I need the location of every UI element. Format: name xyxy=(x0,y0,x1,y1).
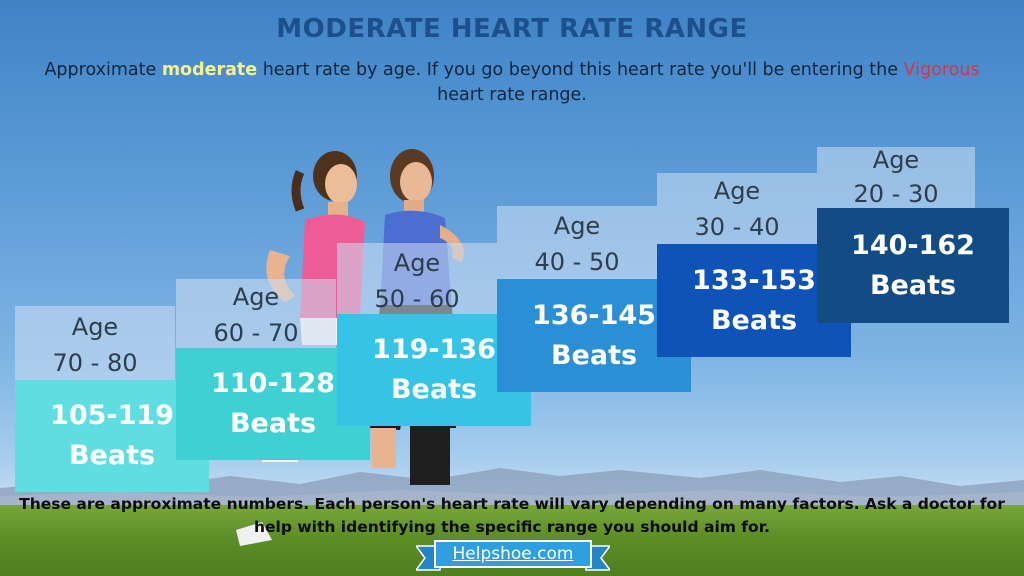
subtitle-text: Approximate xyxy=(44,60,162,80)
subtitle-text: heart rate by age. If you go beyond this… xyxy=(257,60,904,80)
age-range: 40 - 50 xyxy=(534,248,620,276)
age-box: Age 60 - 70 xyxy=(176,279,336,349)
age-label: Age xyxy=(232,283,280,311)
age-label: Age xyxy=(553,212,601,240)
beats-range: 133-153 xyxy=(692,264,816,296)
age-box: Age 30 - 40 xyxy=(657,173,817,245)
subtitle-text: heart rate range. xyxy=(437,85,587,105)
beats-unit: Beats xyxy=(710,304,798,336)
beats-unit: Beats xyxy=(390,374,478,405)
page-title: MODERATE HEART RATE RANGE xyxy=(276,14,748,44)
age-range: 20 - 30 xyxy=(853,180,939,208)
age-range: 30 - 40 xyxy=(694,213,780,241)
beats-range: 105-119 xyxy=(50,400,174,431)
beats-unit: Beats xyxy=(550,339,638,371)
vigorous-highlight: Vigorous xyxy=(903,60,980,80)
site-link[interactable]: Helpshoe.com xyxy=(452,544,574,564)
beats-range: 140-162 xyxy=(851,229,975,261)
age-label: Age xyxy=(71,313,119,341)
beats-range: 110-128 xyxy=(211,368,335,399)
beats-unit: Beats xyxy=(68,440,156,471)
site-link-badge[interactable]: Helpshoe.com xyxy=(434,540,592,568)
subtitle: Approximate moderate heart rate by age. … xyxy=(0,58,1024,108)
age-range: 70 - 80 xyxy=(52,349,138,377)
age-box: Age 20 - 30 xyxy=(817,146,975,209)
beats-box: 140-162 Beats xyxy=(817,208,1009,323)
age-label: Age xyxy=(393,249,441,277)
age-box: Age 70 - 80 xyxy=(15,306,175,381)
beats-unit: Beats xyxy=(869,269,957,301)
beats-unit: Beats xyxy=(229,408,317,439)
age-box: Age 40 - 50 xyxy=(497,206,657,280)
beats-range: 119-136 xyxy=(372,334,496,365)
footer-banner: Helpshoe.com xyxy=(416,538,610,572)
age-range: 50 - 60 xyxy=(374,285,460,313)
beats-range: 136-145 xyxy=(532,299,656,331)
age-label: Age xyxy=(713,177,761,205)
age-box: Age 50 - 60 xyxy=(337,243,497,315)
moderate-highlight: moderate xyxy=(161,60,258,80)
disclaimer-note: These are approximate numbers. Each pers… xyxy=(19,495,1005,536)
age-label: Age xyxy=(872,146,920,174)
age-range: 60 - 70 xyxy=(213,319,299,347)
